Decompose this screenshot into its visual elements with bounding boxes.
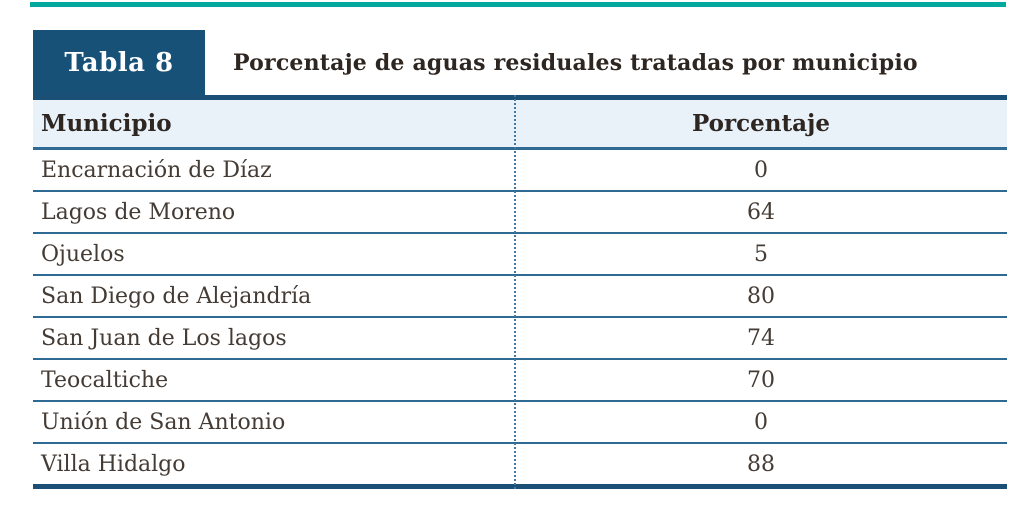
porcentaje-cell: 0 [754,409,768,435]
municipio-cell: Lagos de Moreno [41,199,236,225]
table-title: Porcentaje de aguas residuales tratadas … [233,49,918,76]
table-row: Villa Hidalgo 88 [33,444,1007,489]
porcentaje-cell: 88 [747,451,775,477]
porcentaje-cell: 80 [747,283,775,309]
column-divider [514,95,516,489]
municipio-cell: Ojuelos [41,241,125,267]
table-row: Unión de San Antonio 0 [33,402,1007,444]
municipio-cell: San Diego de Alejandría [41,283,312,309]
table-row: Lagos de Moreno 64 [33,192,1007,234]
top-accent-rule [30,2,1006,7]
porcentaje-cell: 74 [747,325,775,351]
table-label-badge: Tabla 8 [33,30,205,95]
table-row: San Diego de Alejandría 80 [33,276,1007,318]
table-row: Ojuelos 5 [33,234,1007,276]
table-caption: Tabla 8 Porcentaje de aguas residuales t… [33,30,918,95]
porcentaje-cell: 5 [754,241,768,267]
municipio-cell: Teocaltiche [41,367,169,393]
porcentaje-cell: 64 [747,199,775,225]
porcentaje-cell: 70 [747,367,775,393]
municipio-cell: San Juan de Los lagos [41,325,287,351]
municipio-cell: Villa Hidalgo [41,451,186,477]
municipio-cell: Unión de San Antonio [41,409,286,435]
municipio-cell: Encarnación de Díaz [41,157,272,183]
table-row: Encarnación de Díaz 0 [33,150,1007,192]
data-table: Municipio Porcentaje Encarnación de Díaz… [33,95,1007,489]
table-row: Teocaltiche 70 [33,360,1007,402]
municipio-column-header: Municipio [41,110,172,137]
porcentaje-cell: 0 [754,157,768,183]
porcentaje-column-header: Porcentaje [692,110,830,137]
table-header-row: Municipio Porcentaje [33,95,1007,150]
table-row: San Juan de Los lagos 74 [33,318,1007,360]
table-body: Encarnación de Díaz 0 Lagos de Moreno 64 Oju… [33,150,1007,489]
